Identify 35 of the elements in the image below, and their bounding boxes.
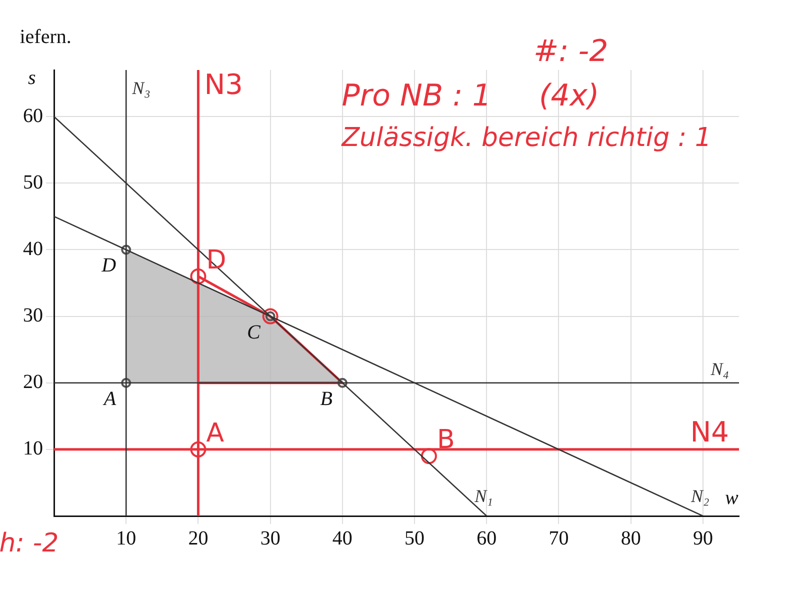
text: iefern. <box>20 26 72 48</box>
y-tick-label: 20 <box>23 371 43 394</box>
x-tick-label: 60 <box>476 527 497 550</box>
x-tick-label: 70 <box>548 527 569 550</box>
y-tick-label: 10 <box>23 438 43 460</box>
series-label: N4 <box>690 415 729 448</box>
x-tick-label: 90 <box>692 527 713 550</box>
series-label: N₄ <box>710 358 729 379</box>
x-tick-label: 40 <box>332 527 352 550</box>
annotation: A <box>206 418 224 448</box>
series-label: N3 <box>204 68 243 101</box>
series-label: N₁ <box>474 486 493 506</box>
y-tick-label: 40 <box>23 238 43 260</box>
x-axis-title: w <box>725 487 739 509</box>
x-tick-label: 10 <box>116 527 136 550</box>
y-tick-label: 60 <box>23 104 43 127</box>
series-label: N₂ <box>690 486 710 506</box>
x-tick-label: 30 <box>260 527 280 550</box>
annotation: Zulässigk. bereich richtig : 1 <box>340 122 712 153</box>
text: #: -2 <box>534 34 608 70</box>
annotation: D <box>100 254 117 277</box>
y-axis-title: s <box>28 67 36 89</box>
series-label: N₃ <box>131 78 150 98</box>
y-tick-label: 30 <box>23 304 43 327</box>
annotation: D <box>206 245 226 276</box>
x-tick-label: 50 <box>404 527 425 550</box>
text: h: -2 <box>0 528 59 559</box>
annotation: Pro NB : 1 (4x) <box>342 78 600 114</box>
annotation: B <box>436 425 455 456</box>
x-tick-label: 80 <box>620 527 641 550</box>
x-tick-label: 20 <box>188 527 208 550</box>
y-tick-label: 50 <box>23 171 43 194</box>
annotation: A <box>102 388 117 410</box>
annotation: B <box>320 388 332 410</box>
annotation: C <box>246 321 261 344</box>
